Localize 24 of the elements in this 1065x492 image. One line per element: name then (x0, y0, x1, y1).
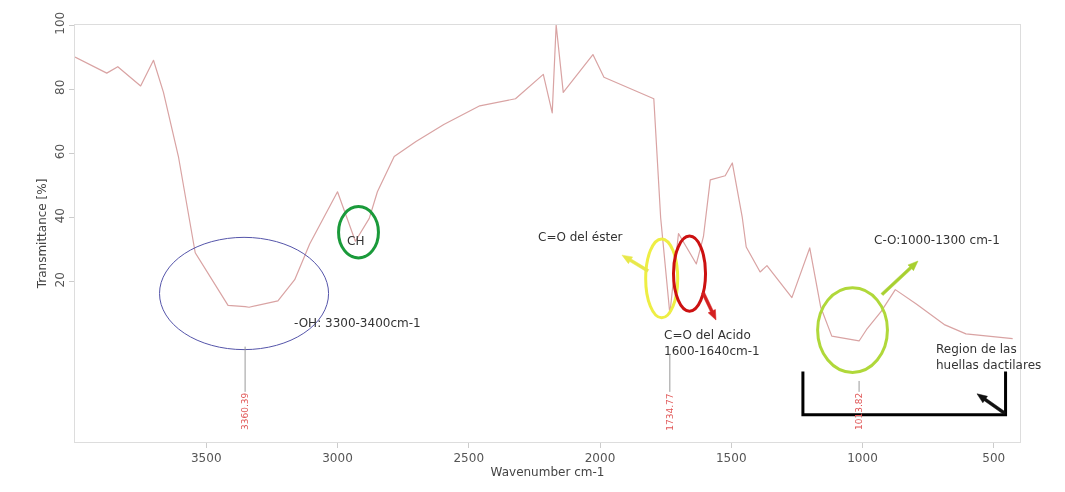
annotation: -OH: 3300-3400cm-1 (294, 316, 421, 330)
annotation: 3360.39 (240, 392, 251, 430)
y-tick-label: 80 (53, 79, 68, 95)
y-tick-label: 20 (53, 272, 68, 288)
x-tick-label: 3000 (322, 451, 353, 466)
x-tick-label: 1500 (715, 451, 747, 466)
x-tick-label: 500 (982, 451, 1006, 466)
annotation: CH (347, 234, 365, 248)
annotation: Region de las huellas dactilares (936, 342, 1042, 372)
x-tick-label: 1000 (847, 451, 878, 466)
annotation: C=O del éster (538, 230, 623, 244)
x-tick-label: 2500 (453, 451, 485, 466)
annotation: C-O:1000-1300 cm-1 (874, 233, 1000, 247)
x-tick-label: 3500 (190, 451, 222, 466)
annotation: C=O del Acido 1600-1640cm-1 (664, 328, 760, 358)
y-tick-label: 100 (53, 11, 68, 35)
annotation: 1734.77 (664, 393, 675, 431)
y-axis-title: Transmittance [%] (34, 178, 49, 290)
y-tick-label: 40 (53, 208, 68, 224)
x-axis-title: Wavenumber cm-1 (490, 465, 605, 480)
annotation: 1013.82 (854, 392, 865, 430)
x-tick-label: 2000 (584, 451, 616, 466)
line-series (75, 25, 1014, 342)
y-tick-label: 60 (53, 143, 68, 160)
